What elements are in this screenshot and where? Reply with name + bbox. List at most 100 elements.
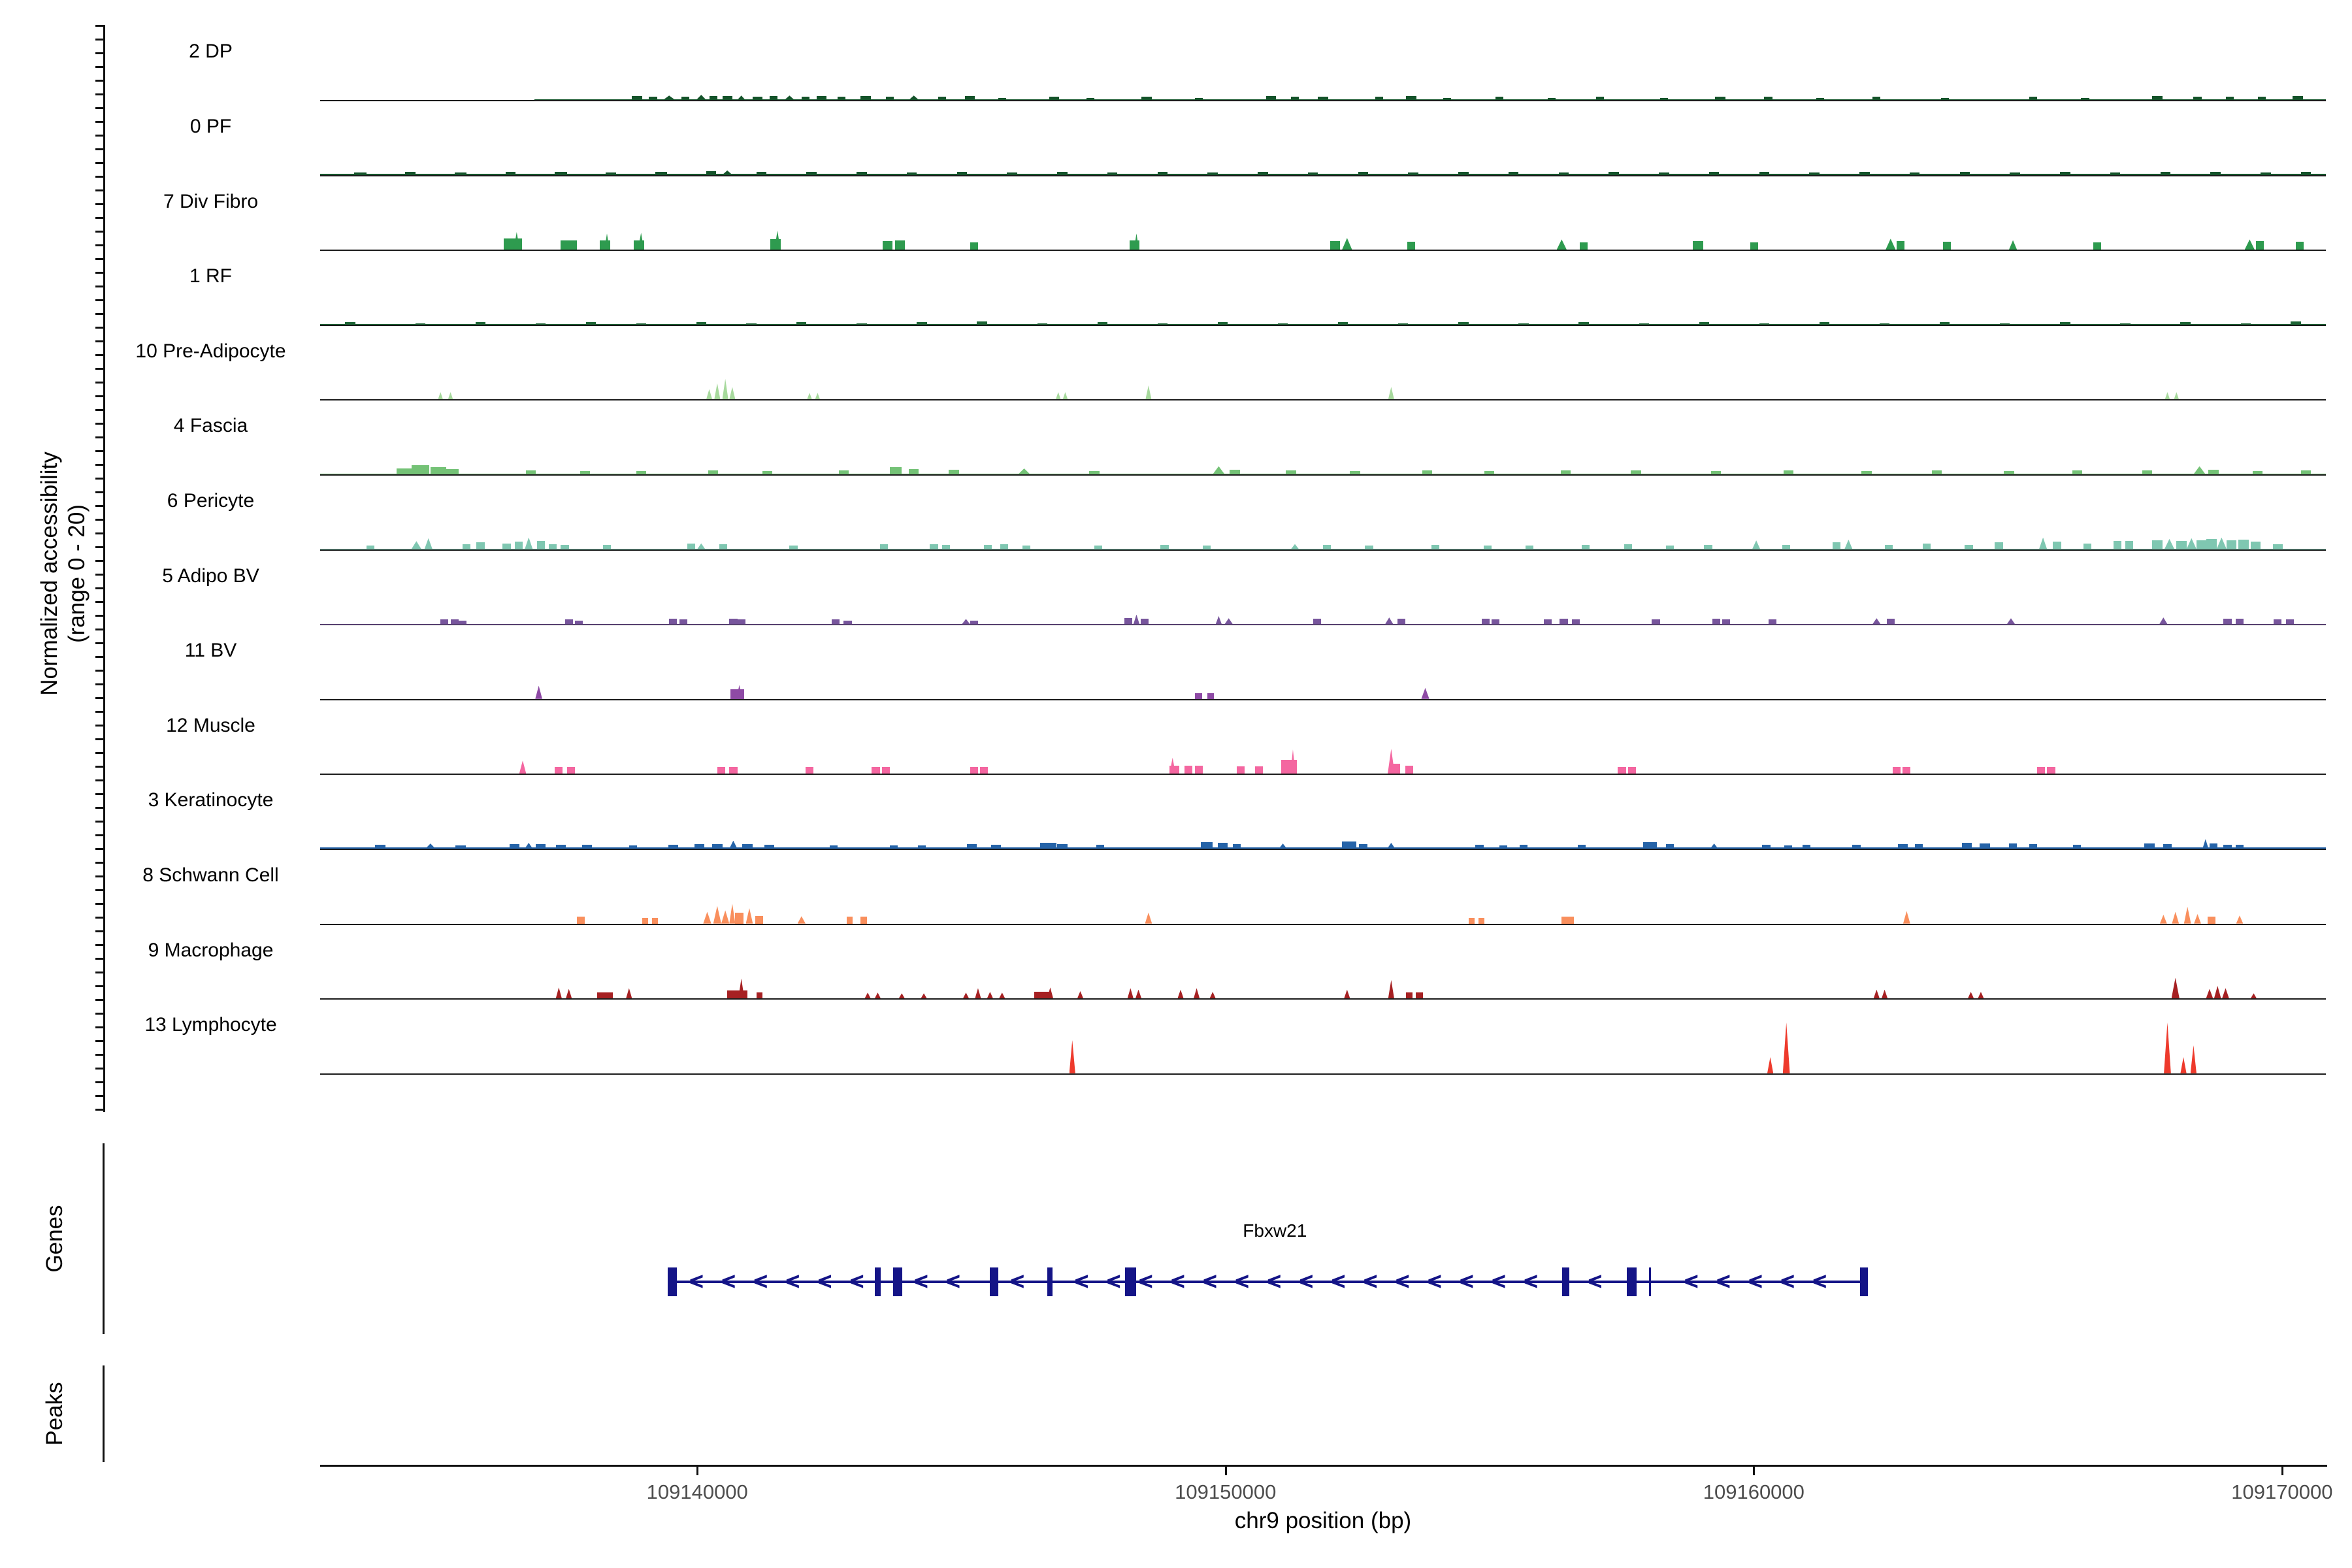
signal-peak [2164, 1022, 2171, 1073]
genes-section-bracket [103, 1143, 105, 1334]
signal-peak [1965, 544, 1973, 549]
strand-direction-arrow-icon: < [1267, 1267, 1282, 1296]
signal-peak [1844, 539, 1853, 549]
signal-peak [668, 845, 678, 849]
signal-peak [2110, 172, 2121, 175]
signal-peak [883, 240, 893, 250]
signal-peak [885, 97, 894, 100]
signal-peak [1134, 233, 1139, 250]
signal-peak [629, 845, 638, 849]
signal-peak [1627, 767, 1636, 774]
strand-direction-arrow-icon: < [1812, 1267, 1827, 1296]
signal-peak [1007, 172, 1017, 175]
signal-peak [2193, 466, 2206, 474]
signal-peak [681, 97, 689, 100]
signal-peak [881, 767, 890, 774]
track-signal [320, 775, 2326, 850]
signal-peak [1940, 97, 1949, 100]
signal-peak [476, 542, 485, 549]
signal-peak [805, 767, 814, 774]
signal-peak [1089, 471, 1100, 474]
signal-peak [729, 619, 738, 625]
signal-peak [1415, 992, 1423, 999]
signal-base-strip [534, 99, 2326, 100]
signal-peak [1055, 392, 1061, 400]
signal-peak [1816, 97, 1825, 100]
signal-peak [729, 767, 738, 774]
strand-direction-arrow-icon: < [1170, 1267, 1185, 1296]
signal-peak [1018, 468, 1030, 474]
signal-peak [1422, 470, 1433, 474]
strand-direction-arrow-icon: < [1491, 1267, 1507, 1296]
signal-peak [796, 322, 807, 325]
signal-peak [1408, 172, 1418, 175]
signal-base-strip [320, 847, 2326, 849]
track-row: 7 Div Fibro [0, 176, 2352, 252]
signal-peak [1193, 988, 1200, 999]
signal-peak [2250, 993, 2257, 999]
strand-direction-arrow-icon: < [1716, 1267, 1731, 1296]
signal-peak [514, 542, 523, 549]
signal-peak [1481, 619, 1490, 625]
x-axis-tick [1753, 1467, 1756, 1475]
signal-base-strip [320, 623, 2326, 625]
signal-peak [769, 96, 777, 100]
signal-peak [1169, 766, 1180, 774]
signal-peak [1398, 323, 1409, 325]
signal-peak [1057, 172, 1068, 175]
signal-peak [1266, 96, 1276, 100]
track-label: 8 Schwann Cell [142, 864, 279, 886]
signal-peak [1141, 97, 1152, 100]
signal-peak [2008, 843, 2017, 849]
strand-direction-arrow-icon: < [913, 1267, 928, 1296]
signal-peak [536, 323, 546, 325]
signal-peak [1350, 471, 1360, 474]
x-axis-line [320, 1465, 2327, 1467]
signal-peak [604, 233, 610, 250]
signal-peak [938, 97, 946, 100]
x-axis-tick [1224, 1467, 1227, 1475]
signal-peak [1903, 911, 1910, 924]
signal-peak [898, 993, 905, 999]
signal-peak [2194, 913, 2201, 924]
signal-peak [1561, 917, 1574, 924]
signal-peak [1560, 619, 1568, 625]
signal-peak [1579, 242, 1588, 250]
track-label: 0 PF [189, 116, 232, 137]
x-axis-title: chr9 position (bp) [1234, 1508, 1412, 1533]
signal-peak [1642, 841, 1658, 849]
gene-name-label: Fbxw21 [1243, 1220, 1307, 1241]
signal-peak [1169, 757, 1176, 774]
signal-peak [1397, 619, 1405, 625]
track-row: 1 RF [0, 251, 2352, 326]
signal-peak [708, 470, 719, 474]
signal-peak [1809, 172, 1820, 175]
gene-exon [668, 1267, 677, 1296]
signal-peak [375, 845, 385, 849]
signal-peak [2029, 844, 2037, 849]
signal-peak [2047, 767, 2055, 774]
strand-direction-arrow-icon: < [1363, 1267, 1378, 1296]
track-row: 5 Adipo BV [0, 551, 2352, 626]
signal-peak [1145, 385, 1152, 400]
signal-peak [2244, 239, 2255, 250]
signal-peak [860, 96, 871, 100]
signal-peak [345, 322, 355, 325]
signal-peak [1903, 767, 1911, 774]
signal-peak [815, 393, 821, 400]
signal-peak [1230, 470, 1240, 474]
signal-peak [727, 990, 747, 999]
signal-peak [722, 96, 732, 100]
signal-peak [980, 767, 988, 774]
signal-peak [1135, 989, 1142, 999]
signal-peak [2038, 537, 2048, 549]
signal-peak [1236, 766, 1245, 774]
gene-exon [1859, 1267, 1869, 1296]
signal-peak [1047, 987, 1054, 999]
signal-peak [2163, 844, 2172, 849]
gene-exon [1047, 1267, 1053, 1296]
signal-peak [909, 95, 919, 100]
signal-peak [564, 619, 573, 625]
signal-peak [2152, 540, 2163, 549]
